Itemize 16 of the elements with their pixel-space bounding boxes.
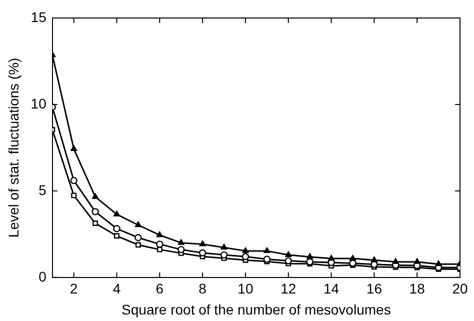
x-axis-title: Square root of the number of mesovolumes	[122, 301, 391, 318]
x-tick-label: 18	[409, 280, 426, 297]
x-tick-label: 2	[70, 280, 78, 297]
x-tick-label: 12	[280, 280, 296, 297]
x-tick-label: 10	[238, 280, 254, 297]
x-tick-label: 6	[156, 280, 164, 297]
y-tick-label: 5	[38, 182, 47, 198]
x-tick-label: 4	[112, 280, 121, 297]
y-tick-label: 0	[38, 268, 47, 284]
x-tick-label: 14	[323, 280, 340, 297]
x-tick-label: 8	[198, 280, 207, 297]
y-axis-title: Level of stat. fluctuations (%)	[5, 58, 22, 238]
y-tick-label: 10	[30, 95, 47, 112]
y-tick-label: 15	[30, 8, 47, 25]
x-tick-label: 16	[366, 280, 382, 297]
x-tick-label: 20	[452, 280, 468, 297]
